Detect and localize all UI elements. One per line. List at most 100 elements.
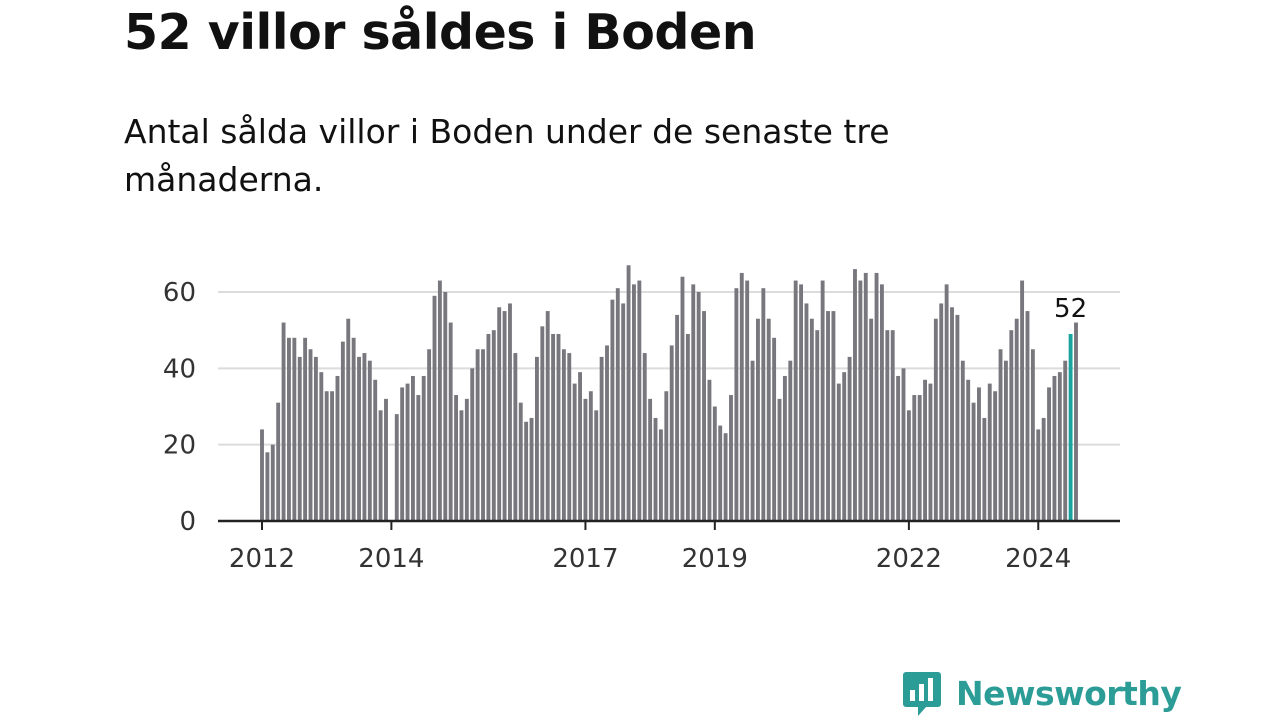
bar-12 <box>324 391 329 521</box>
bar-127 <box>944 284 949 521</box>
x-tick-label-2012: 2012 <box>229 544 295 574</box>
bar-148 <box>1057 372 1062 521</box>
bar-54 <box>551 333 556 521</box>
bar-66 <box>615 288 620 521</box>
bar-65 <box>610 299 615 521</box>
bar-89 <box>739 272 744 521</box>
bar-27 <box>405 383 410 521</box>
bars <box>260 265 1078 521</box>
bar-73 <box>653 417 658 521</box>
bar-108 <box>842 372 847 521</box>
bar-14 <box>335 375 340 521</box>
bar-22 <box>378 410 383 521</box>
bar-42 <box>486 333 491 521</box>
bar-113 <box>869 318 874 521</box>
bar-145 <box>1041 417 1046 521</box>
bar-50 <box>529 417 534 521</box>
bar-140 <box>1014 318 1019 521</box>
bar-28 <box>410 375 415 521</box>
bar-111 <box>858 280 863 521</box>
bar-129 <box>955 314 960 521</box>
bar-149 <box>1063 360 1068 521</box>
bar-119 <box>901 368 906 521</box>
bar-112 <box>863 272 868 521</box>
bar-0 <box>260 429 264 521</box>
bar-88 <box>734 288 739 521</box>
brand-logo: Newsworthy <box>902 670 1182 718</box>
bar-37 <box>459 410 464 521</box>
bar-68 <box>626 265 631 521</box>
bar-99 <box>793 280 798 521</box>
bar-144 <box>1036 429 1041 521</box>
bar-136 <box>993 391 998 521</box>
bar-151 <box>1074 322 1078 521</box>
bar-39 <box>470 368 475 521</box>
bar-70 <box>637 280 642 521</box>
bar-125 <box>933 318 938 521</box>
bar-26 <box>400 387 405 521</box>
bar-32 <box>432 295 437 521</box>
bar-134 <box>982 417 987 521</box>
bar-116 <box>885 330 890 521</box>
bar-20 <box>367 360 372 521</box>
bar-9 <box>308 349 313 521</box>
bar-67 <box>621 303 626 521</box>
bar-59 <box>578 372 582 521</box>
bar-71 <box>642 353 647 521</box>
bar-115 <box>879 284 884 521</box>
bar-96 <box>777 398 782 521</box>
bar-55 <box>556 333 561 521</box>
bar-49 <box>524 421 529 521</box>
bar-19 <box>362 353 367 521</box>
bar-121 <box>912 395 917 521</box>
bar-53 <box>545 311 550 521</box>
bar-64 <box>605 345 609 521</box>
bar-52 <box>540 326 545 521</box>
x-tick-label-2019: 2019 <box>682 544 748 574</box>
bar-highlight <box>1068 333 1073 521</box>
chart-subtitle: Antal sålda villor i Boden under de sena… <box>124 112 890 199</box>
bar-18 <box>357 356 361 521</box>
bar-46 <box>508 303 512 521</box>
bar-105 <box>826 311 830 521</box>
labels: 0 20 40 60 2012 2014 2017 2019 2022 2024 52 <box>163 278 1087 574</box>
bar-83 <box>707 379 712 521</box>
bar-63 <box>599 356 604 521</box>
bar-107 <box>836 383 841 521</box>
bar-7 <box>297 356 302 521</box>
bar-45 <box>502 311 507 521</box>
bar-51 <box>534 356 539 521</box>
bar-139 <box>1009 330 1014 521</box>
bar-98 <box>788 360 793 521</box>
bar-133 <box>977 387 981 521</box>
bar-79 <box>685 333 690 521</box>
bar-47 <box>513 353 518 521</box>
y-tick-label-60: 60 <box>163 278 196 308</box>
y-tick-label-0: 0 <box>179 507 196 537</box>
bar-76 <box>669 345 674 521</box>
bar-1 <box>265 452 270 521</box>
bar-34 <box>443 292 448 521</box>
bar-77 <box>675 314 680 521</box>
bar-92 <box>756 318 760 521</box>
bar-123 <box>923 379 928 521</box>
bar-142 <box>1025 311 1030 521</box>
bar-69 <box>632 284 636 521</box>
bar-81 <box>696 292 701 521</box>
bar-36 <box>454 395 459 521</box>
bar-6 <box>292 337 297 521</box>
bar-91 <box>750 360 755 521</box>
bar-143 <box>1030 349 1035 521</box>
bar-41 <box>481 349 485 521</box>
bar-102 <box>809 318 814 521</box>
bar-10 <box>313 356 318 521</box>
bar-4 <box>281 322 286 521</box>
bar-33 <box>437 280 442 521</box>
bar-8 <box>303 337 308 521</box>
bar-3 <box>276 402 281 521</box>
bar-128 <box>950 307 954 521</box>
bar-86 <box>723 433 728 521</box>
bar-84 <box>712 406 717 521</box>
bar-90 <box>745 280 750 521</box>
bar-109 <box>847 356 852 521</box>
